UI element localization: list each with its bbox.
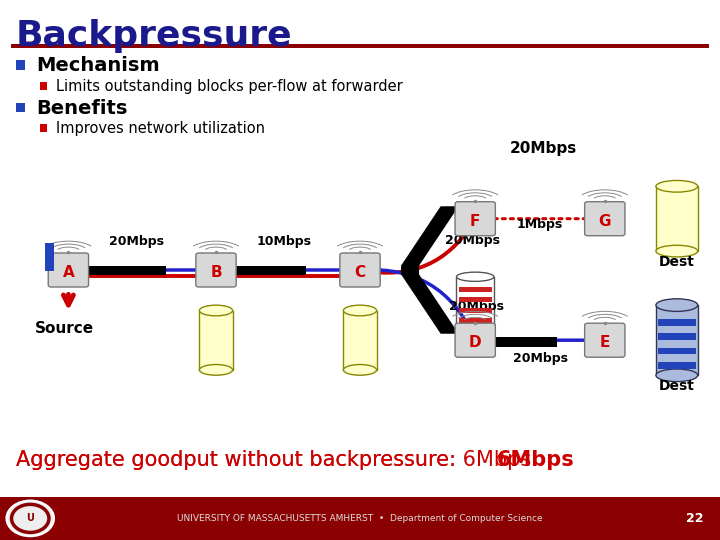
- Ellipse shape: [343, 305, 377, 316]
- FancyBboxPatch shape: [11, 44, 709, 48]
- FancyBboxPatch shape: [459, 319, 492, 323]
- Text: B: B: [210, 265, 222, 280]
- FancyArrowPatch shape: [363, 224, 473, 273]
- Polygon shape: [656, 186, 698, 251]
- FancyBboxPatch shape: [459, 287, 492, 292]
- FancyBboxPatch shape: [16, 60, 25, 70]
- FancyBboxPatch shape: [585, 201, 625, 235]
- Text: Source: Source: [35, 321, 94, 336]
- Ellipse shape: [656, 180, 698, 192]
- Text: 1Mbps: 1Mbps: [517, 218, 563, 231]
- FancyBboxPatch shape: [196, 253, 236, 287]
- Text: 20Mbps: 20Mbps: [449, 300, 503, 313]
- Ellipse shape: [199, 364, 233, 375]
- Ellipse shape: [343, 364, 377, 375]
- Polygon shape: [343, 310, 377, 370]
- Text: Backpressure: Backpressure: [16, 19, 292, 53]
- FancyBboxPatch shape: [40, 82, 47, 90]
- Text: 20Mbps: 20Mbps: [513, 352, 567, 365]
- Text: Limits outstanding blocks per-flow at forwarder: Limits outstanding blocks per-flow at fo…: [56, 79, 403, 94]
- Text: U: U: [27, 514, 34, 523]
- FancyBboxPatch shape: [658, 348, 696, 354]
- FancyBboxPatch shape: [585, 323, 625, 357]
- Text: C: C: [354, 265, 366, 280]
- Ellipse shape: [199, 305, 233, 316]
- FancyBboxPatch shape: [45, 243, 54, 271]
- Text: 20Mbps: 20Mbps: [445, 234, 500, 247]
- Text: G: G: [598, 214, 611, 229]
- Text: Improves network utilization: Improves network utilization: [56, 121, 265, 136]
- FancyBboxPatch shape: [455, 201, 495, 235]
- Text: Dest: Dest: [659, 379, 695, 393]
- FancyArrowPatch shape: [363, 269, 475, 335]
- Circle shape: [6, 501, 54, 536]
- FancyBboxPatch shape: [340, 253, 380, 287]
- FancyBboxPatch shape: [83, 266, 166, 275]
- Ellipse shape: [656, 299, 698, 312]
- Text: Aggregate goodput without backpressure:: Aggregate goodput without backpressure:: [16, 450, 462, 470]
- Text: 10Mbps: 10Mbps: [257, 235, 312, 248]
- Text: Dest: Dest: [659, 255, 695, 269]
- FancyBboxPatch shape: [658, 333, 696, 340]
- FancyBboxPatch shape: [0, 497, 720, 540]
- Text: 6Mbps: 6Mbps: [497, 450, 575, 470]
- Text: F: F: [470, 214, 480, 229]
- Polygon shape: [401, 206, 459, 334]
- Ellipse shape: [656, 245, 698, 257]
- Polygon shape: [199, 310, 233, 370]
- FancyBboxPatch shape: [455, 323, 495, 357]
- Text: 22: 22: [686, 512, 703, 525]
- Text: Aggregate goodput without backpressure: 6Mbps: Aggregate goodput without backpressure: …: [16, 450, 531, 470]
- Polygon shape: [656, 305, 698, 375]
- FancyBboxPatch shape: [658, 362, 696, 369]
- Text: Mechanism: Mechanism: [36, 56, 160, 76]
- Text: UNIVERSITY OF MASSACHUSETTS AMHERST  •  Department of Computer Science: UNIVERSITY OF MASSACHUSETTS AMHERST • De…: [177, 514, 543, 523]
- Text: A: A: [63, 265, 74, 280]
- Ellipse shape: [656, 369, 698, 382]
- FancyBboxPatch shape: [658, 319, 696, 326]
- FancyBboxPatch shape: [234, 266, 306, 275]
- Polygon shape: [456, 276, 494, 328]
- Ellipse shape: [456, 323, 494, 333]
- Text: 20Mbps: 20Mbps: [510, 141, 577, 156]
- FancyBboxPatch shape: [459, 308, 492, 313]
- FancyBboxPatch shape: [459, 298, 492, 302]
- Text: 20Mbps: 20Mbps: [109, 235, 164, 248]
- Text: Benefits: Benefits: [36, 98, 127, 118]
- Ellipse shape: [456, 272, 494, 281]
- Text: D: D: [469, 335, 482, 350]
- Text: E: E: [600, 335, 610, 350]
- FancyBboxPatch shape: [40, 124, 47, 132]
- FancyBboxPatch shape: [48, 253, 89, 287]
- FancyBboxPatch shape: [488, 337, 557, 347]
- FancyBboxPatch shape: [16, 103, 25, 112]
